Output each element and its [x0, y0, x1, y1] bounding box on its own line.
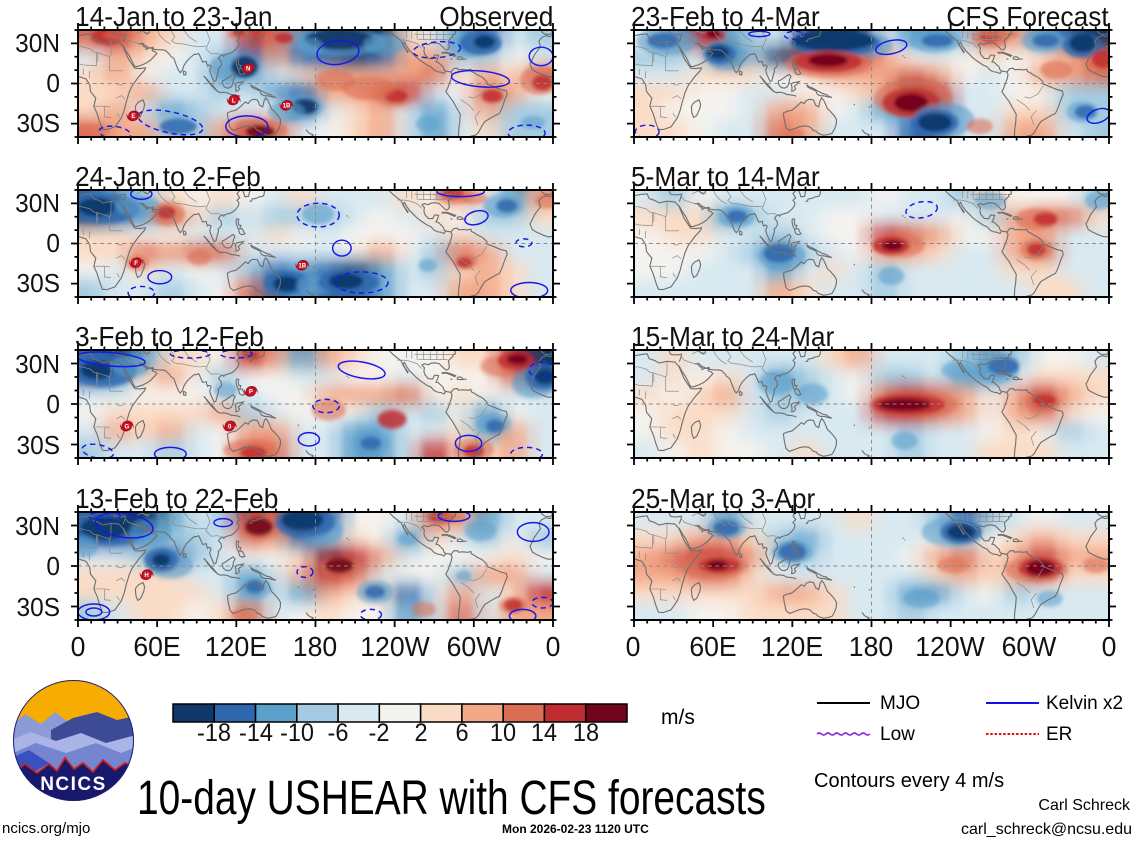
svg-text:N: N: [246, 66, 250, 72]
svg-text:E: E: [131, 114, 135, 120]
svg-text:1B: 1B: [298, 263, 306, 269]
svg-text:H: H: [144, 572, 148, 579]
svg-text:F: F: [134, 260, 138, 266]
svg-text:NCICS: NCICS: [40, 774, 107, 795]
svg-text:L: L: [232, 98, 236, 104]
svg-text:G: G: [124, 423, 129, 430]
svg-text:0: 0: [228, 423, 232, 430]
svg-text:P: P: [249, 389, 253, 396]
svg-text:1B: 1B: [283, 103, 291, 109]
